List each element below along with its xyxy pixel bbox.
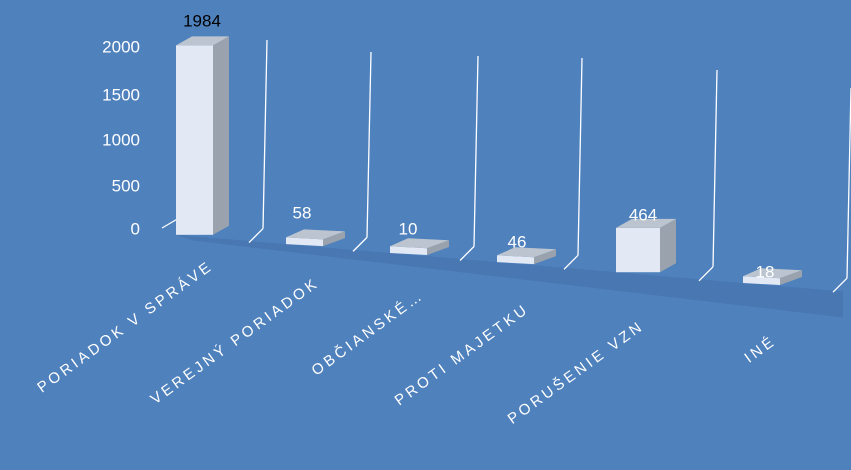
bar-side bbox=[534, 249, 556, 265]
bar-top bbox=[286, 229, 345, 240]
bar-top bbox=[743, 268, 802, 279]
bar-front bbox=[286, 237, 323, 247]
y-axis-ticks: 0 500 1000 1500 2000 bbox=[102, 37, 140, 238]
bar-side bbox=[427, 240, 449, 255]
floor-shadow bbox=[175, 234, 843, 318]
bars bbox=[176, 36, 802, 286]
bar bbox=[176, 36, 229, 235]
gridline bbox=[832, 277, 848, 293]
data-labels: 1984 58 10 46 464 18 bbox=[183, 11, 774, 281]
bar-side bbox=[780, 270, 802, 286]
gridline bbox=[366, 51, 372, 238]
bar bbox=[390, 238, 449, 255]
bar bbox=[743, 268, 802, 286]
chart-floor bbox=[175, 234, 843, 318]
y-tick-label: 1500 bbox=[102, 85, 140, 104]
gridline bbox=[262, 39, 268, 229]
y-tick-label: 1000 bbox=[102, 130, 140, 149]
data-label: 10 bbox=[399, 219, 418, 238]
bar-front bbox=[176, 45, 213, 235]
gridline bbox=[248, 228, 264, 244]
gridline bbox=[459, 246, 475, 261]
bar-side bbox=[213, 36, 229, 235]
gridline bbox=[698, 266, 714, 282]
gridline bbox=[712, 69, 718, 267]
y-tick-label: 500 bbox=[112, 176, 140, 195]
gridline bbox=[846, 87, 851, 279]
bar-side bbox=[660, 218, 676, 273]
bar-top bbox=[390, 238, 449, 249]
data-label: 58 bbox=[293, 203, 312, 222]
gridline bbox=[352, 236, 368, 252]
bar bbox=[286, 229, 345, 247]
gridline bbox=[473, 55, 479, 247]
data-label: 46 bbox=[508, 232, 527, 251]
bar-top bbox=[616, 218, 676, 228]
bar-top bbox=[176, 36, 229, 46]
bar-front bbox=[743, 276, 780, 286]
bar-side bbox=[323, 231, 345, 247]
bar-front bbox=[390, 246, 427, 255]
bar-front bbox=[616, 227, 660, 273]
bar bbox=[616, 218, 676, 273]
gridline bbox=[577, 57, 583, 256]
bar bbox=[497, 247, 556, 265]
data-label: 1984 bbox=[183, 11, 221, 30]
data-label: 464 bbox=[629, 205, 657, 224]
bar-front bbox=[497, 255, 534, 265]
data-label: 18 bbox=[756, 262, 775, 281]
gridline bbox=[563, 254, 579, 270]
y-tick-label: 2000 bbox=[102, 37, 140, 56]
y-tick-label: 0 bbox=[131, 219, 140, 238]
bar-top bbox=[497, 247, 556, 258]
